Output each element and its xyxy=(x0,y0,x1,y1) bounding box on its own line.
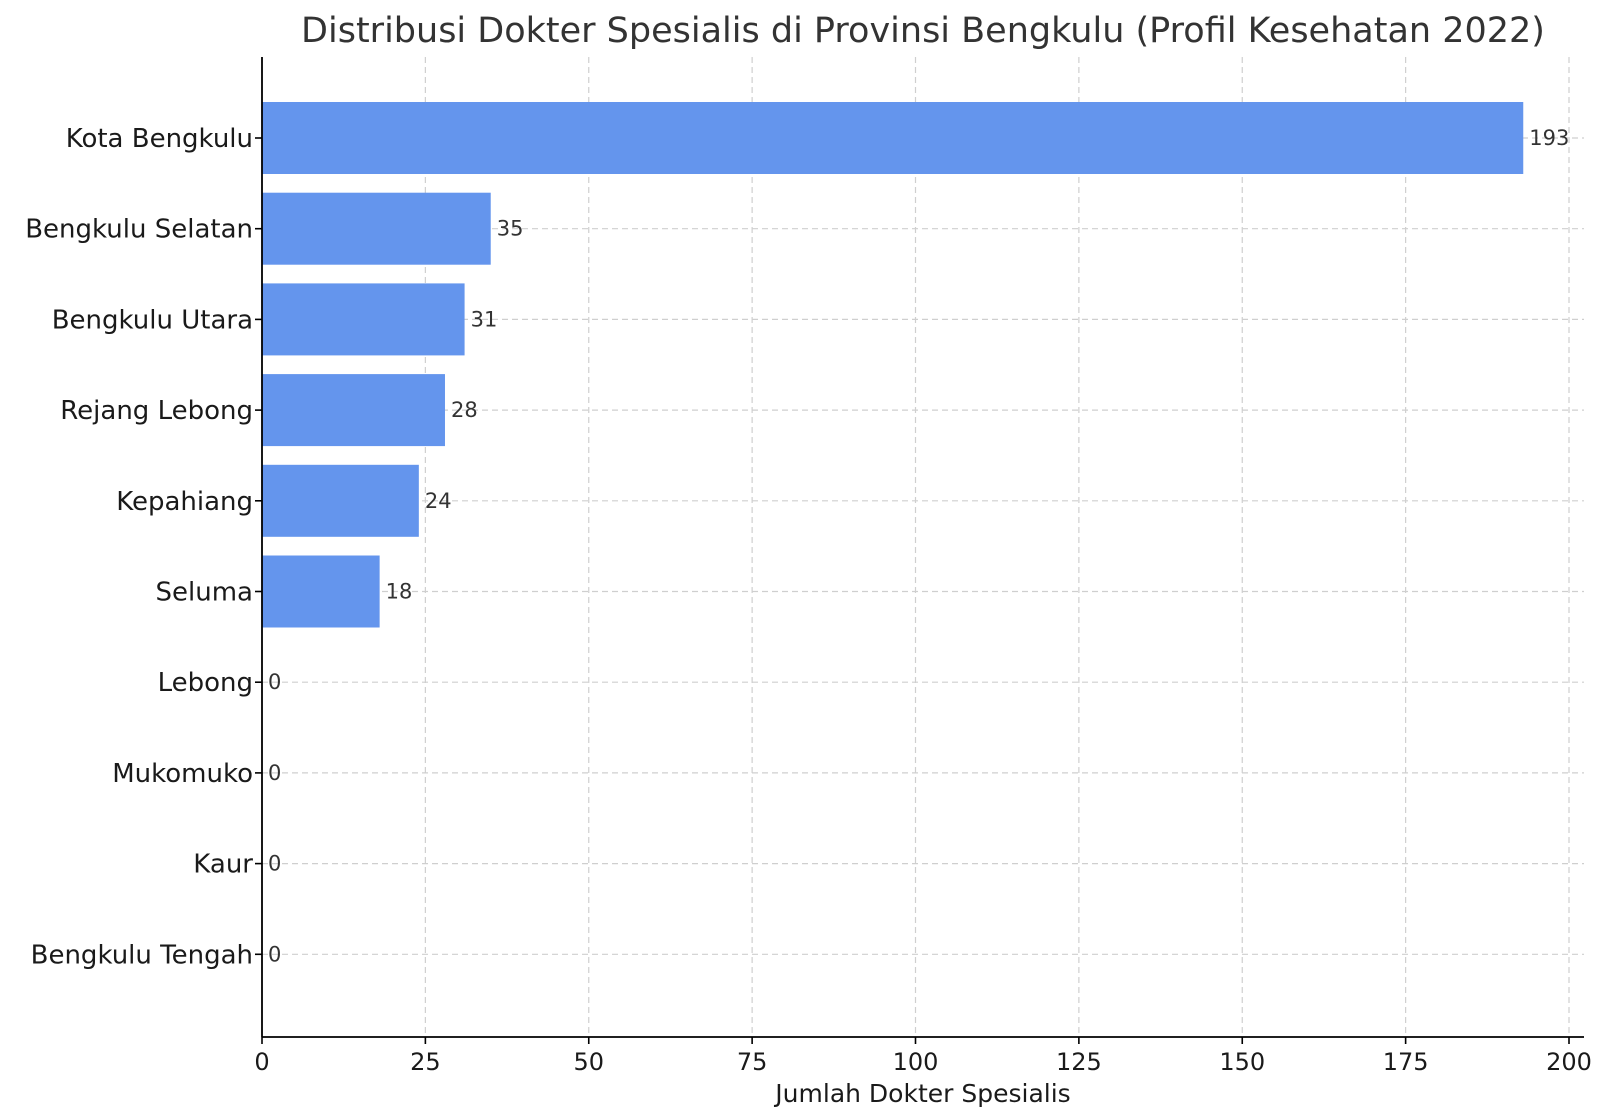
x-tick-label: 25 xyxy=(410,1048,441,1076)
x-tick-label: 75 xyxy=(737,1048,768,1076)
x-tick-label: 50 xyxy=(573,1048,604,1076)
ticks-layer: 0 25 50 75 100 125 150 175 200 xyxy=(254,137,1592,1076)
bar-value-label: 24 xyxy=(425,489,452,513)
category-label: Bengkulu Tengah xyxy=(31,940,253,970)
labels-layer: Kota Bengkulu 193 Bengkulu Selatan 35 Bengku… xyxy=(25,124,1569,970)
category-label: Bengkulu Selatan xyxy=(25,215,253,245)
bar xyxy=(262,374,445,447)
bar xyxy=(262,555,380,628)
x-tick-label: 100 xyxy=(893,1048,939,1076)
category-label: Kaur xyxy=(193,850,253,880)
grid-layer xyxy=(261,57,1584,1037)
x-tick-label: 125 xyxy=(1056,1048,1102,1076)
bar-value-label: 0 xyxy=(268,761,281,785)
bar-value-label: 0 xyxy=(268,852,281,876)
category-label: Kepahiang xyxy=(116,487,253,517)
category-label: Lebong xyxy=(158,668,253,698)
bar-value-label: 18 xyxy=(386,580,413,604)
category-label: Mukomuko xyxy=(112,759,253,789)
bar-value-label: 0 xyxy=(268,942,281,966)
bar-value-label: 193 xyxy=(1529,126,1569,150)
category-label: Seluma xyxy=(156,578,253,608)
category-label: Rejang Lebong xyxy=(60,396,253,426)
bar xyxy=(262,102,1524,174)
bar-value-label: 35 xyxy=(497,217,524,241)
bars-layer xyxy=(262,102,1524,628)
x-tick-label: 0 xyxy=(254,1048,269,1076)
bar xyxy=(262,464,419,537)
x-tick-label: 175 xyxy=(1383,1048,1429,1076)
bar-value-label: 0 xyxy=(268,670,281,694)
chart-title: Distribusi Dokter Spesialis di Provinsi … xyxy=(301,11,1545,51)
category-label: Kota Bengkulu xyxy=(66,124,253,154)
x-tick-label: 150 xyxy=(1219,1048,1265,1076)
x-tick-label: 200 xyxy=(1546,1048,1592,1076)
bar xyxy=(262,192,491,265)
x-axis-label: Jumlah Dokter Spesialis xyxy=(773,1079,1070,1108)
bar-value-label: 31 xyxy=(471,307,498,331)
bar xyxy=(262,283,465,356)
bar-value-label: 28 xyxy=(451,398,478,422)
category-label: Bengkulu Utara xyxy=(52,305,253,335)
